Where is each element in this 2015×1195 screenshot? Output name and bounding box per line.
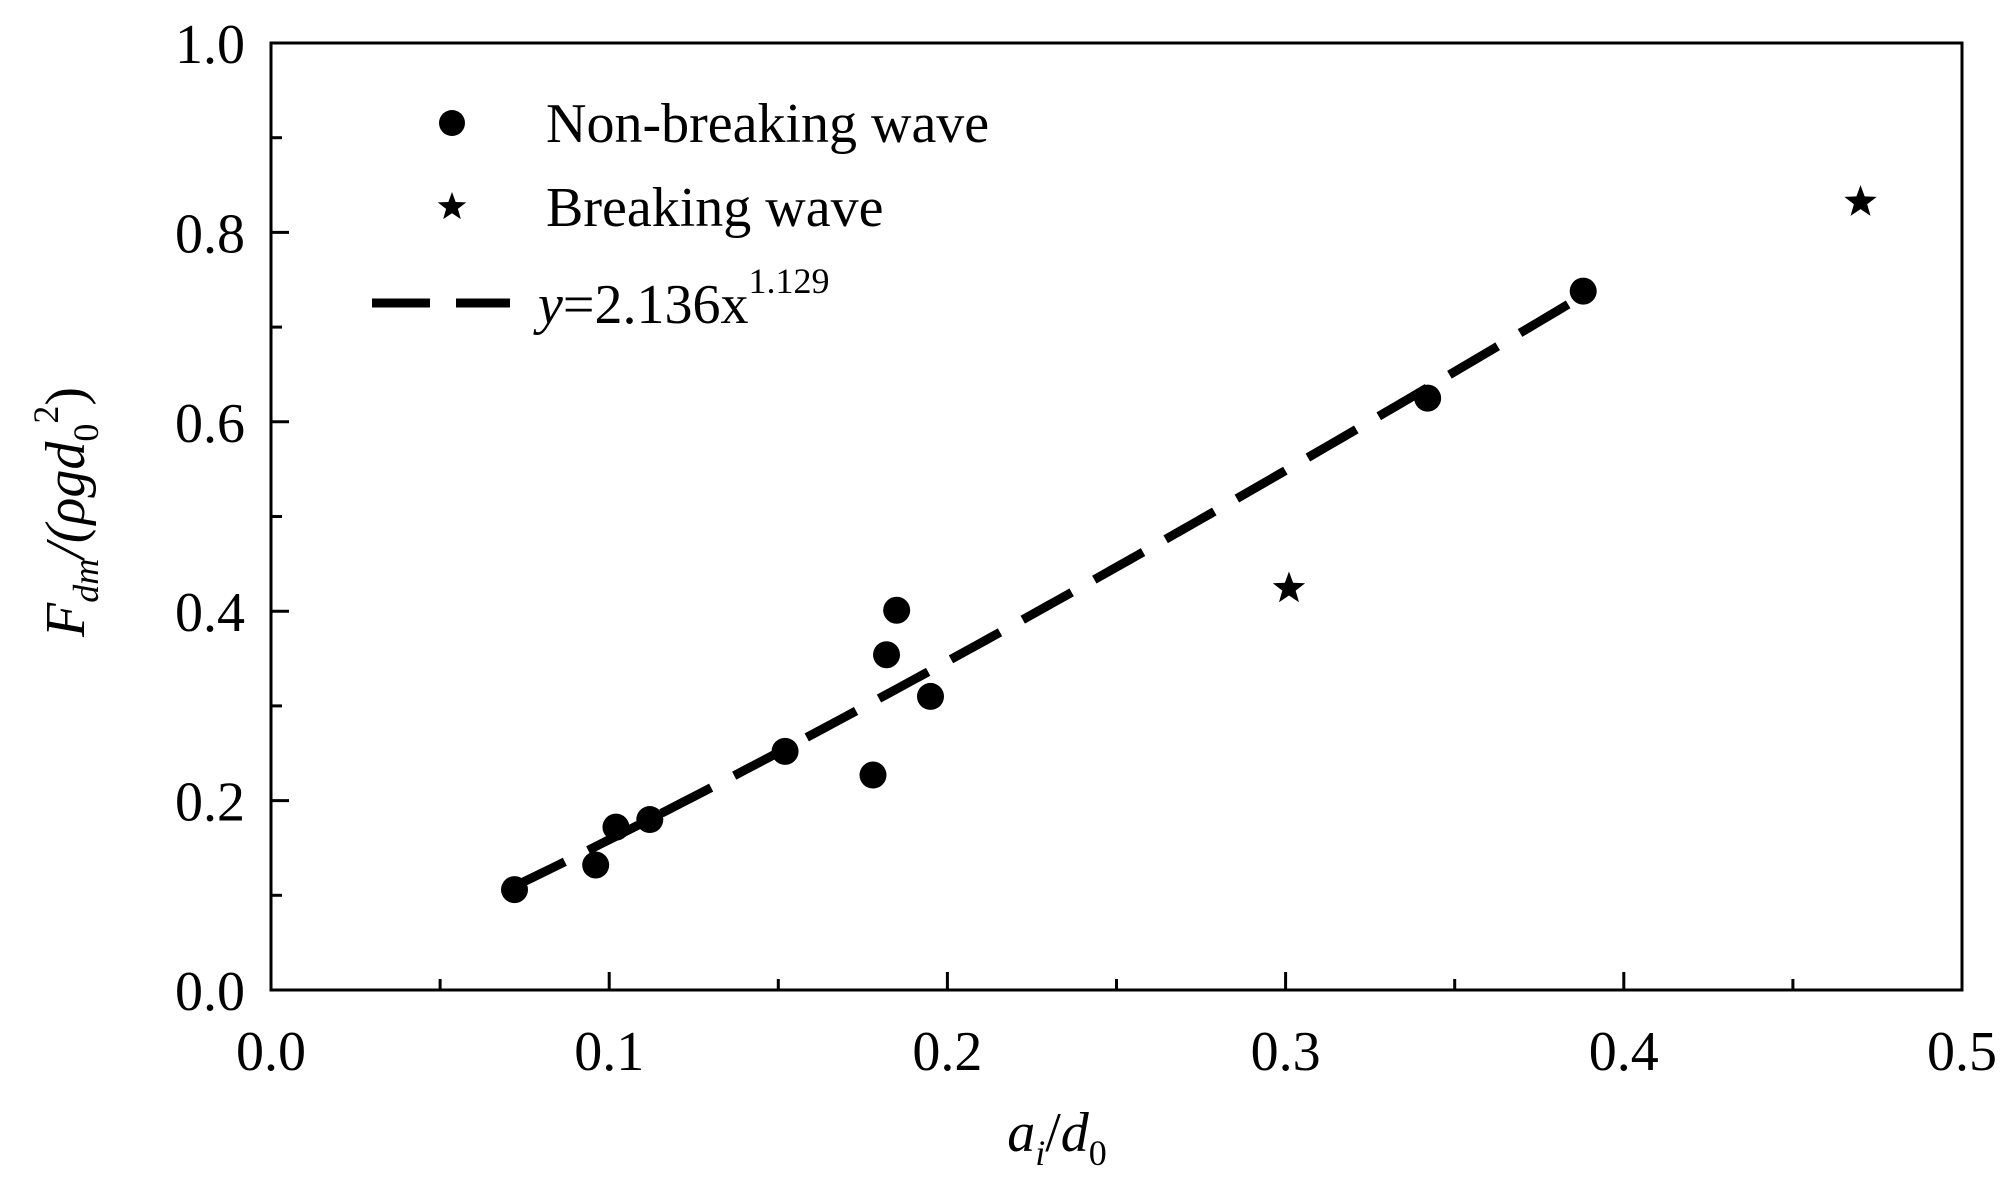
legend-fit-equation: y=2.136x1.129 (533, 261, 829, 336)
legend-fit-exponent: 1.129 (748, 261, 829, 301)
xlabel-a: a (1007, 1102, 1035, 1164)
x-tick-label: 0.1 (574, 1021, 644, 1083)
legend: Non-breaking wave Breaking wave y=2.136x… (372, 93, 989, 336)
ylabel-sup-2: 2 (26, 406, 66, 424)
x-tick-label: 0.4 (1589, 1021, 1659, 1083)
data-point-circle (771, 737, 799, 765)
data-point-star (1272, 571, 1306, 603)
x-tick-label: 0.0 (236, 1021, 306, 1083)
data-point-circle (602, 813, 630, 841)
y-tick-label: 0.2 (175, 772, 245, 834)
y-axis-label: Fdm/(ρgd02) (26, 387, 106, 638)
xlabel-d: d (1061, 1102, 1090, 1164)
data-point-circle (1414, 384, 1442, 412)
ylabel-sub-dm: dm (66, 559, 106, 603)
ylabel-F: F (35, 602, 97, 638)
data-point-circle (873, 641, 901, 669)
legend-circle-marker (439, 110, 465, 136)
x-axis-label: ai/d0 (1007, 1102, 1107, 1173)
y-tick-label: 0.8 (175, 203, 245, 265)
ylabel-close: ) (35, 387, 97, 406)
y-tick-label: 0.0 (175, 961, 245, 1023)
plot-frame (269, 41, 1964, 992)
legend-star-marker (437, 192, 467, 220)
legend-label-breaking: Breaking wave (546, 177, 883, 239)
y-tick-label: 0.6 (175, 393, 245, 455)
axes: 0.0 0.1 0.2 0.3 0.4 0.5 0.0 0.2 0.4 0.6 0.8 1.0 (175, 14, 1997, 1083)
data-point-circle (501, 876, 529, 904)
x-tick-label: 0.3 (1251, 1021, 1321, 1083)
fit-line-layer (512, 291, 1586, 891)
data-point-circle (916, 682, 944, 710)
data-point-star (1844, 185, 1877, 216)
xlabel-slash: / (1045, 1102, 1061, 1164)
data-point-circle (636, 806, 664, 834)
data-point-circle (1569, 277, 1597, 305)
legend-fit-eq: =2.136x (563, 274, 749, 336)
y-tick-label: 1.0 (175, 14, 245, 76)
ylabel-rho-g-d: /(ρgd (35, 441, 97, 562)
data-point-circle (883, 596, 911, 624)
xlabel-sub-0: 0 (1089, 1133, 1107, 1173)
x-tick-label: 0.5 (1927, 1021, 1997, 1083)
y-tick-label: 0.4 (175, 582, 245, 644)
data-points (501, 185, 1877, 904)
x-tick-label: 0.2 (912, 1021, 982, 1083)
xlabel-sub-i: i (1035, 1133, 1045, 1173)
data-point-circle (582, 851, 610, 879)
data-point-circle (859, 761, 887, 789)
ylabel-sub-0: 0 (66, 424, 106, 442)
fit-curve (512, 291, 1586, 891)
legend-label-non-breaking: Non-breaking wave (546, 93, 989, 155)
legend-fit-y: y (533, 274, 563, 336)
